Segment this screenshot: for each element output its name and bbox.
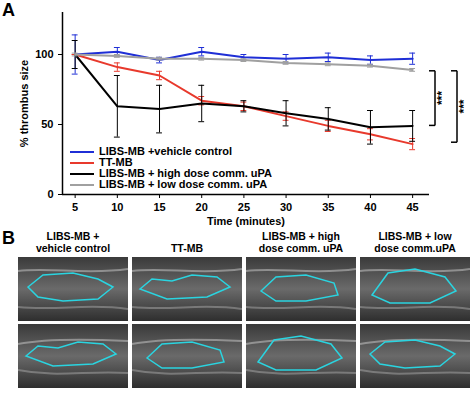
html-text:dose comm. uPA: dose comm. uPA [258,242,344,254]
svg-text:***: *** [435,91,449,105]
html-text:A: A [2,0,15,20]
svg-text:100: 100 [35,48,53,60]
html-text:LIBS-MB + high: LIBS-MB + high [262,230,340,242]
svg-text:40: 40 [364,201,376,213]
svg-text:50: 50 [41,118,53,130]
html-text:LIBS-MB + low dose comm. uPA: LIBS-MB + low dose comm. uPA [99,178,268,190]
html-text:LIBS-MB + low: LIBS-MB + low [378,230,452,242]
html-text:LIBS-MB + high dose comm. uPA: LIBS-MB + high dose comm. uPA [99,167,273,179]
svg-text:% thrombus size: % thrombus size [18,60,30,147]
html-text:TT-MB: TT-MB [171,242,203,254]
svg-text:25: 25 [238,201,250,213]
html-text:TT-MB: TT-MB [99,156,133,168]
svg-text:0: 0 [47,188,53,200]
svg-text:20: 20 [196,201,208,213]
svg-text:Time (minutes): Time (minutes) [207,215,285,227]
svg-text:5: 5 [72,201,78,213]
html-text:LIBS-MB +vehicle control: LIBS-MB +vehicle control [99,145,232,157]
svg-text:10: 10 [111,201,123,213]
svg-text:45: 45 [407,201,419,213]
svg-text:15: 15 [153,201,165,213]
svg-text:35: 35 [322,201,334,213]
html-text:B: B [2,228,15,248]
html-text:dose comm.uPA: dose comm.uPA [374,242,456,254]
html-text:LIBS-MB +: LIBS-MB + [46,230,100,242]
svg-text:30: 30 [280,201,292,213]
svg-text:***: *** [457,99,471,113]
html-text:vehicle control: vehicle control [35,242,110,254]
